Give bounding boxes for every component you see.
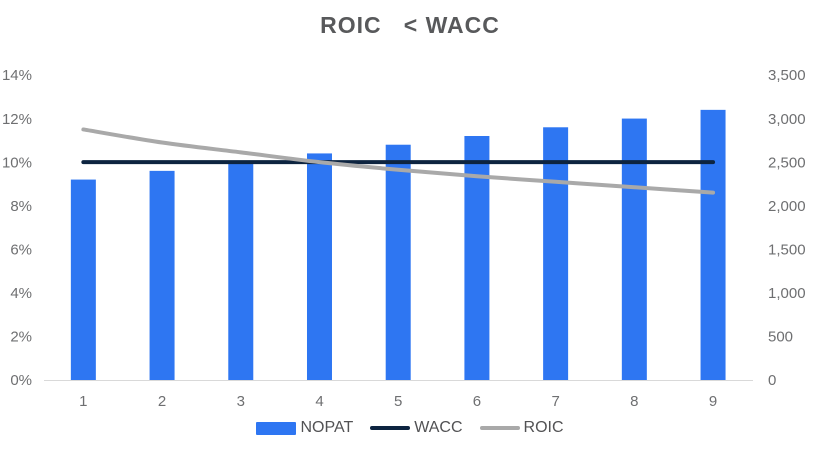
right-axis-tick-label: 3,000: [768, 111, 806, 128]
x-axis-category-label: 2: [158, 393, 166, 410]
bar-nopat-6: [464, 136, 490, 380]
right-axis-tick-label: 1,000: [768, 285, 806, 302]
right-axis-tick-label: 2,000: [768, 198, 806, 215]
legend-label-wacc: WACC: [414, 419, 463, 436]
bar-nopat-3: [228, 162, 254, 380]
left-axis-tick-label: 0%: [10, 372, 32, 389]
left-axis-tick-label: 10%: [2, 154, 32, 171]
legend-label-nopat: NOPAT: [300, 419, 354, 436]
left-axis-tick-label: 6%: [10, 241, 32, 258]
bar-nopat-4: [306, 153, 332, 380]
bar-nopat-8: [621, 118, 647, 381]
bar-nopat-2: [149, 170, 175, 380]
x-axis-category-label: 6: [473, 393, 481, 410]
bar-nopat-7: [543, 127, 569, 381]
x-axis-category-label: 4: [315, 393, 323, 410]
legend-item-roic: ROIC: [479, 419, 564, 437]
wacc-line-swatch-icon: [370, 425, 411, 431]
left-axis-tick-label: 2%: [10, 329, 32, 346]
x-axis-category-label: 9: [709, 393, 717, 410]
bar-nopat-5: [385, 144, 411, 380]
x-axis-category-label: 7: [551, 393, 559, 410]
x-axis-category-label: 5: [394, 393, 402, 410]
bar-nopat-1: [70, 179, 96, 380]
nopat-bar-swatch-icon: [256, 421, 297, 435]
x-axis-category-label: 8: [630, 393, 638, 410]
chart-title: ROIC < WACC: [320, 12, 500, 38]
bar-nopat-9: [700, 109, 726, 380]
left-axis-tick-label: 8%: [10, 198, 32, 215]
legend-label-roic: ROIC: [523, 419, 564, 436]
x-axis-category-label: 1: [79, 393, 87, 410]
legend: NOPAT WACC ROIC: [0, 416, 820, 440]
legend-item-nopat: NOPAT: [256, 419, 353, 437]
left-axis-tick-label: 12%: [2, 111, 32, 128]
x-axis-category-label: 3: [237, 393, 245, 410]
left-axis-tick-label: 4%: [10, 285, 32, 302]
roic-line-swatch-icon: [479, 425, 520, 431]
right-axis-tick-label: 1,500: [768, 241, 806, 258]
right-axis-tick-label: 2,500: [768, 154, 806, 171]
right-axis-tick-label: 500: [768, 329, 793, 346]
legend-item-wacc: WACC: [370, 419, 463, 437]
right-axis-tick-label: 0: [768, 372, 776, 389]
left-axis-tick-label: 14%: [2, 67, 32, 84]
line-roic: [81, 127, 716, 195]
right-axis-tick-label: 3,500: [768, 67, 806, 84]
